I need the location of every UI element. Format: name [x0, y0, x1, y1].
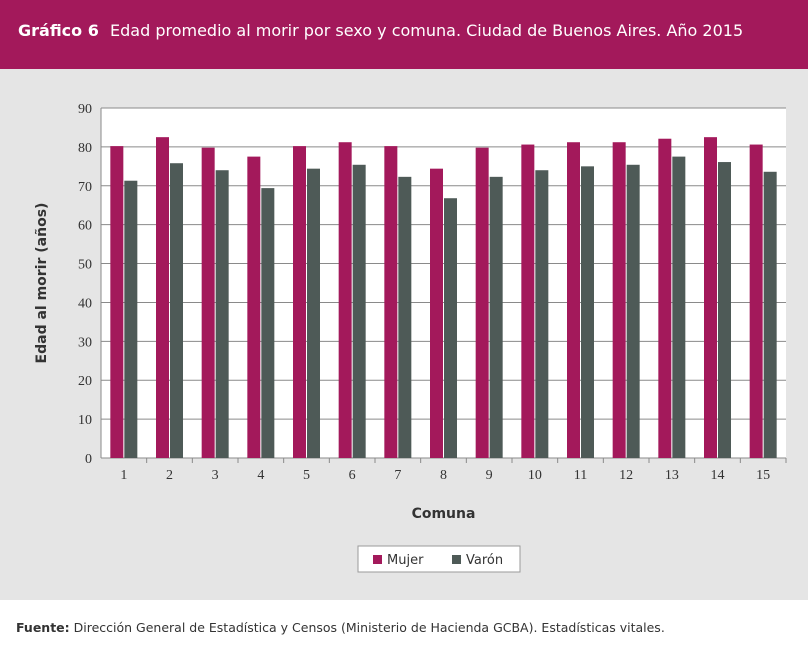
- y-tick-label: 60: [78, 219, 92, 234]
- bar-mujer-2: [156, 137, 169, 458]
- bar-mujer-13: [658, 138, 672, 458]
- bar-varon-4: [261, 188, 275, 458]
- legend-label-varon: Varón: [466, 553, 503, 568]
- x-tick-label: 14: [711, 468, 725, 483]
- bar-varon-1: [124, 180, 138, 458]
- figure-number: Gráfico 6: [18, 21, 99, 40]
- x-tick-label: 11: [574, 468, 587, 483]
- x-tick-label: 9: [486, 468, 493, 483]
- bar-mujer-14: [704, 137, 717, 458]
- x-tick-label: 15: [756, 468, 770, 483]
- legend-box: [357, 545, 521, 573]
- bar-mujer-15: [749, 144, 763, 459]
- x-tick-label: 12: [619, 468, 633, 483]
- legend-swatch-varon: [452, 555, 461, 564]
- y-tick-label: 20: [78, 374, 92, 389]
- x-tick-label: 3: [212, 468, 219, 483]
- bar-varon-2: [170, 163, 183, 458]
- bar-varon-10: [535, 170, 549, 458]
- source-label: Fuente:: [16, 620, 70, 635]
- bar-mujer-3: [201, 147, 215, 458]
- bar-mujer-6: [338, 142, 352, 458]
- x-tick-label: 13: [665, 468, 679, 483]
- bar-varon-6: [352, 164, 366, 458]
- y-tick-label: 70: [78, 180, 92, 195]
- source-text: Dirección General de Estadística y Censo…: [73, 620, 665, 635]
- bar-varon-11: [581, 166, 594, 458]
- x-tick-label: 10: [528, 468, 542, 483]
- bar-varon-7: [398, 176, 412, 458]
- y-tick-label: 40: [78, 296, 92, 311]
- x-tick-label: 6: [349, 468, 356, 483]
- x-tick-label: 2: [166, 468, 173, 483]
- bar-varon-14: [718, 162, 731, 459]
- source-note: Fuente: Dirección General de Estadística…: [16, 620, 665, 635]
- bar-mujer-9: [475, 147, 489, 458]
- bar-mujer-4: [247, 156, 261, 458]
- bar-mujer-7: [384, 146, 398, 458]
- bar-mujer-5: [293, 146, 306, 458]
- bar-mujer-8: [430, 168, 443, 458]
- chart-header: Gráfico 6 Edad promedio al morir por sex…: [0, 0, 808, 69]
- bar-varon-5: [307, 168, 320, 458]
- y-tick-label: 80: [78, 141, 92, 156]
- y-axis-title: Edad al morir (años): [34, 203, 50, 364]
- y-tick-label: 10: [78, 413, 92, 428]
- bar-varon-8: [444, 198, 457, 458]
- bar-varon-13: [672, 156, 686, 458]
- bar-mujer-11: [567, 142, 580, 458]
- chart-title: Edad promedio al morir por sexo y comuna…: [110, 21, 744, 40]
- bar-varon-9: [489, 176, 503, 458]
- x-axis-title: Comuna: [412, 506, 476, 522]
- bar-mujer-12: [612, 142, 626, 458]
- bar-mujer-1: [110, 146, 124, 458]
- x-tick-label: 4: [257, 468, 264, 483]
- y-tick-label: 90: [78, 102, 92, 117]
- x-tick-label: 1: [120, 468, 127, 483]
- plot-area: [101, 108, 786, 458]
- bar-varon-15: [763, 171, 777, 458]
- bar-varon-3: [215, 170, 229, 458]
- chart-panel: 0 10 20 30 40 50 60 70 80 90 1 2 3 4 5 6 7 8 9 10 11 12 13 14 15…: [0, 69, 808, 600]
- y-tick-label: 50: [78, 258, 92, 273]
- bar-varon-12: [626, 164, 640, 458]
- x-tick-label: 7: [394, 468, 401, 483]
- y-tick-label: 30: [78, 335, 92, 350]
- legend-label-mujer: Mujer: [387, 553, 424, 568]
- x-tick-label: 5: [303, 468, 310, 483]
- x-tick-label: 8: [440, 468, 447, 483]
- legend-swatch-mujer: [373, 555, 382, 564]
- y-tick-label: 0: [85, 452, 92, 467]
- bar-mujer-10: [521, 144, 535, 459]
